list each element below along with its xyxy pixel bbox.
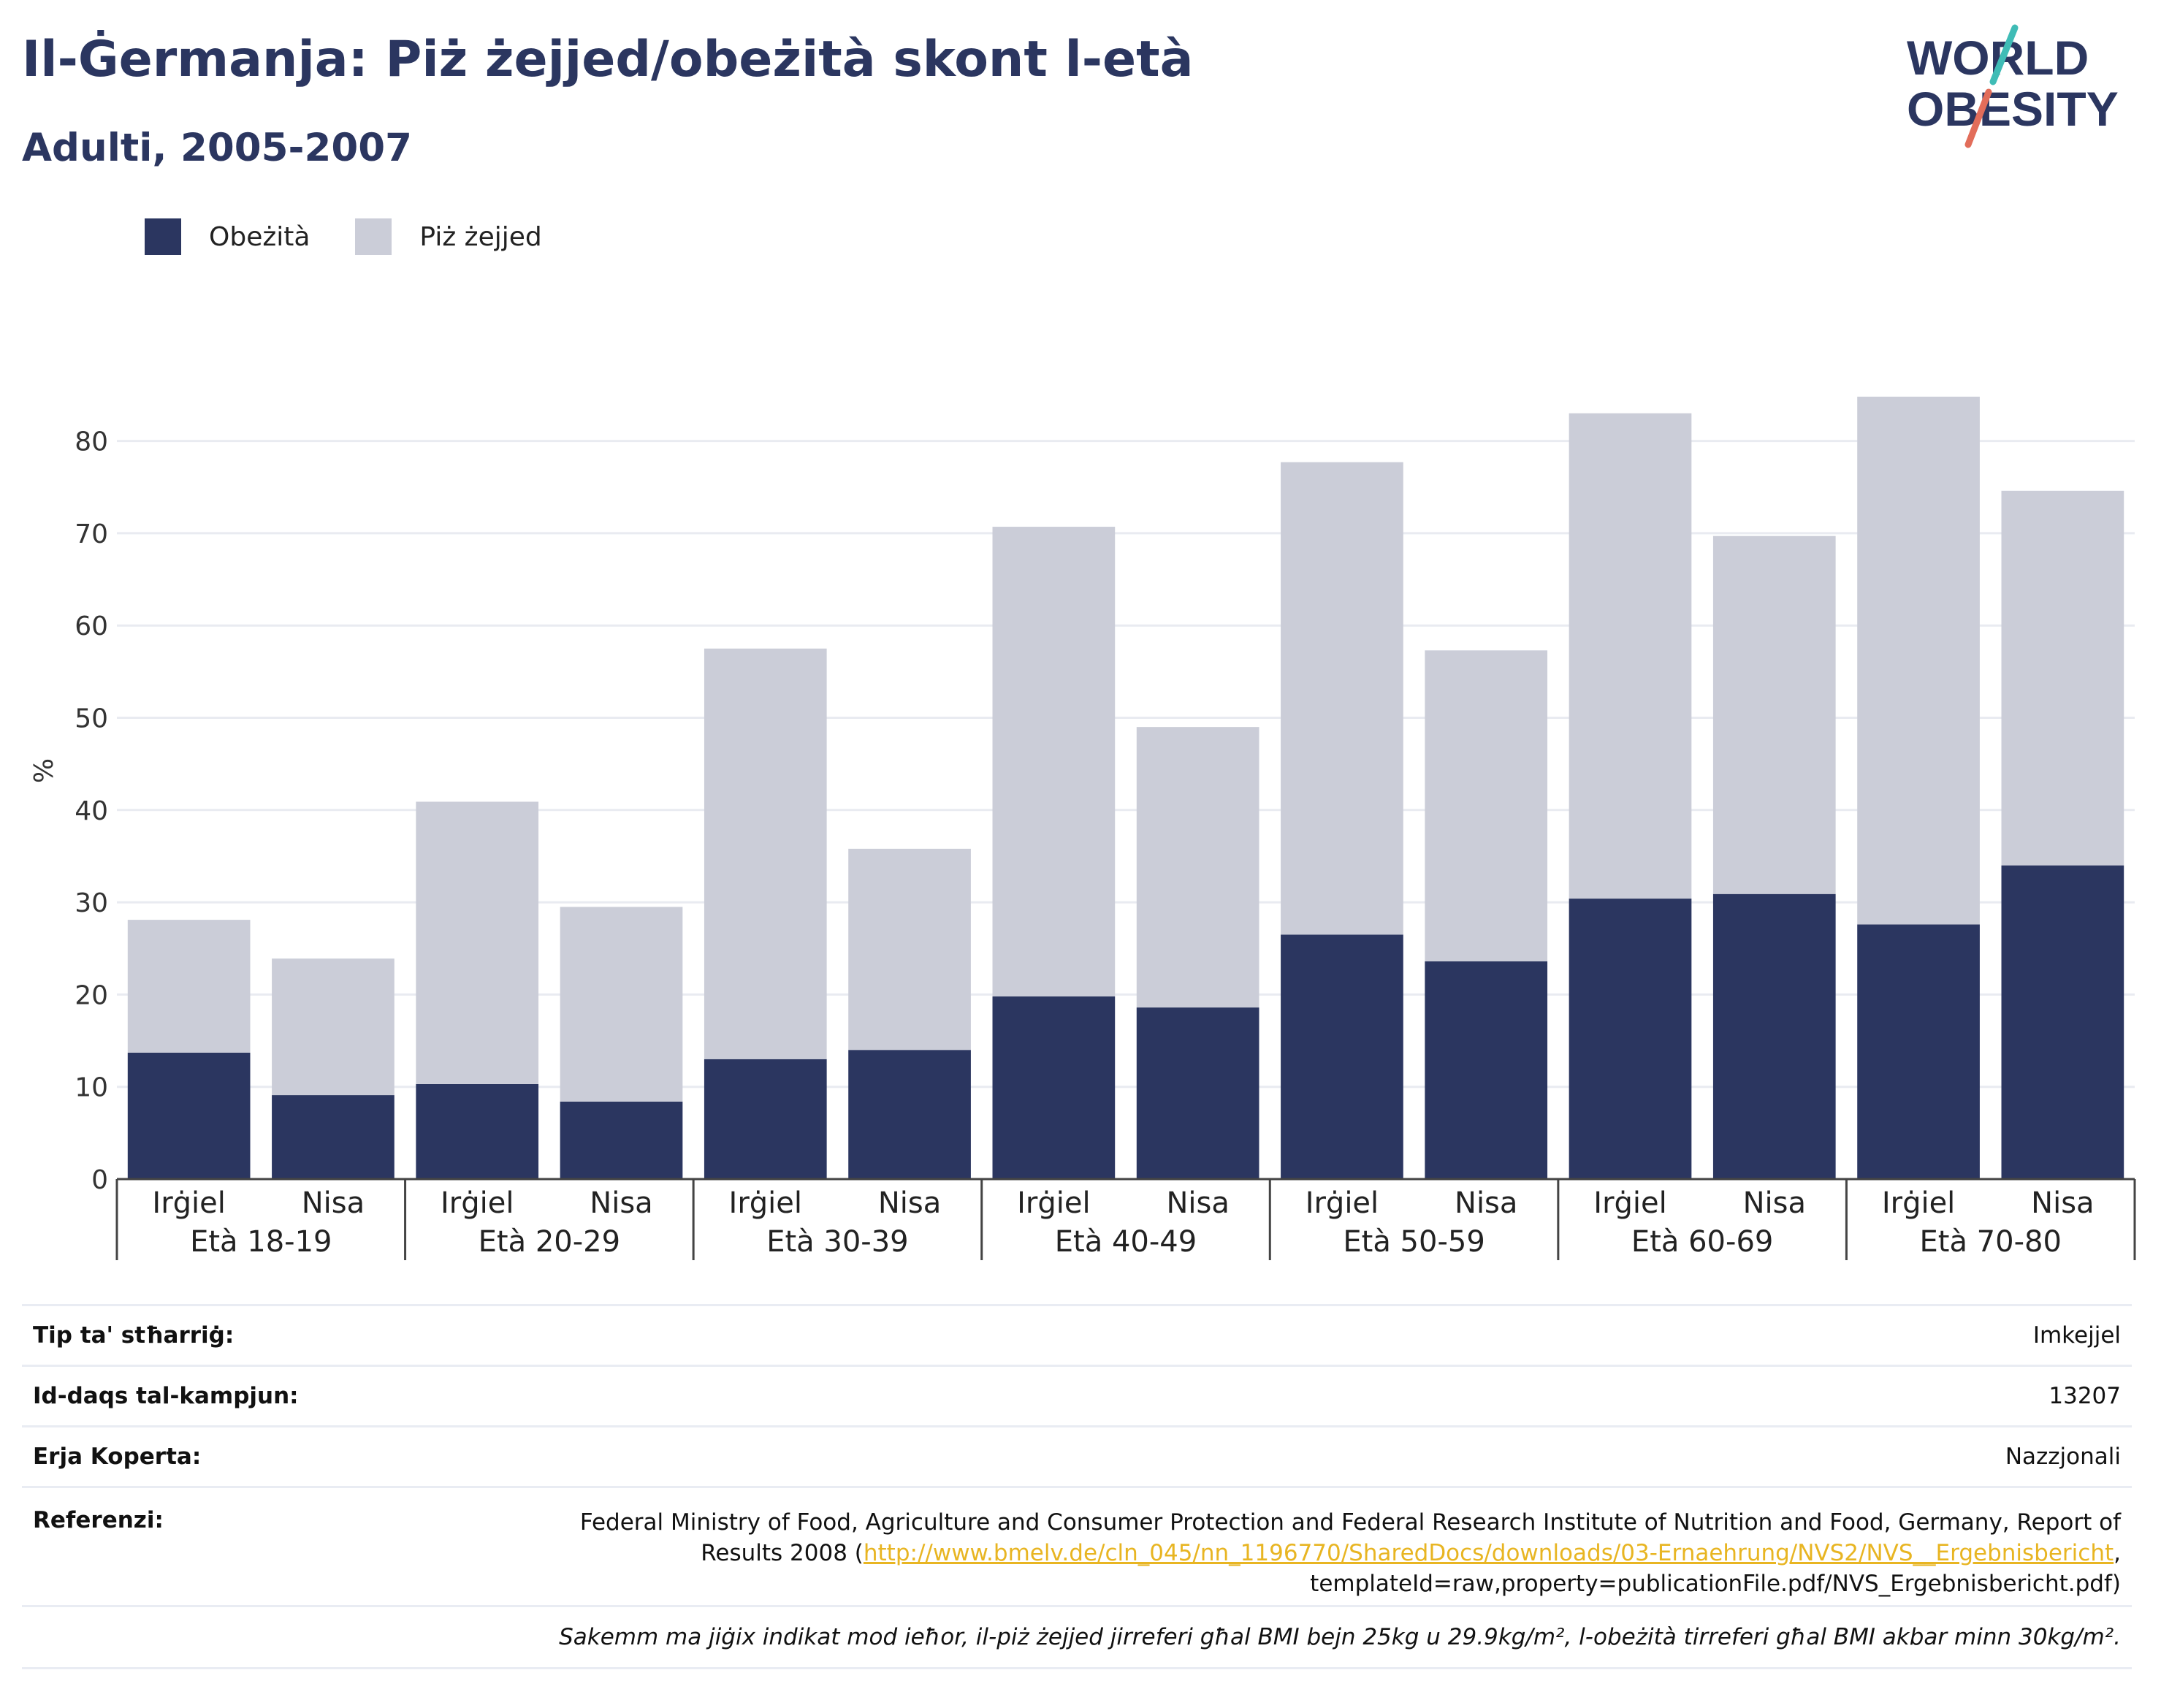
bar-obesity [127,1052,251,1179]
chart-title: Il-Ġermanja: Piż żejjed/obeżità skont l-… [22,31,1194,88]
survey-type-label: Tip ta' stħarriġ: [33,1322,235,1349]
legend-swatch-obesity [145,218,181,255]
x-group-label: Età 20-29 [479,1225,620,1259]
area-value: Nazzjonali [2005,1444,2121,1470]
y-tick-label: 30 [75,888,108,918]
bar-obesity [1281,934,1403,1179]
y-tick-label: 60 [75,611,108,641]
legend-label-overweight: Piż żejjed [419,221,542,252]
bar-obesity [1425,961,1548,1179]
y-tick-label: 0 [91,1165,108,1195]
y-tick-label: 20 [75,980,108,1010]
x-subcategory-label: Irġiel [1593,1186,1666,1220]
legend-label-obesity: Obeżità [209,221,310,252]
bar-overweight [1569,413,1692,899]
x-subcategory-label: Irġiel [1017,1186,1090,1220]
x-subcategory-label: Nisa [2031,1186,2094,1220]
x-subcategory-label: Nisa [1743,1186,1806,1220]
survey-type-value: Imkejjel [2032,1322,2121,1349]
x-group-label: Età 60-69 [1631,1225,1773,1259]
x-group-label: Età 70-80 [1920,1225,2062,1259]
meta-row-area: Erja Koperta: Nazzjonali [22,1425,2132,1486]
sample-size-label: Id-daqs tal-kampjun: [33,1383,299,1409]
bar-obesity [992,996,1116,1179]
bar-obesity [1136,1007,1259,1179]
y-tick-label: 10 [75,1073,108,1103]
legend-item-obesity[interactable]: Obeżità [145,218,310,255]
chart-legend: Obeżità Piż żejjed [145,216,587,257]
bar-overweight [1712,535,1836,894]
logo-slash-coral [1964,88,1992,148]
x-subcategory-label: Nisa [1166,1186,1229,1220]
x-group-label: Età 50-59 [1343,1225,1485,1259]
references-link[interactable]: http://www.bmelv.de/cln_045/nn_1196770/S… [863,1540,2114,1566]
definition-note: Sakemm ma jiġix indikat mod ieħor, il-pi… [559,1624,2121,1650]
x-subcategory-label: Irġiel [1882,1186,1955,1220]
world-obesity-logo: WORLD OBESITY [1907,24,2119,148]
bar-obesity [1712,893,1836,1179]
bar-overweight [272,958,395,1096]
y-tick-label: 40 [75,796,108,826]
bar-overweight [2001,490,2124,866]
bar-overweight [560,907,683,1102]
legend-swatch-overweight [355,218,392,255]
bar-overweight [992,527,1116,996]
x-subcategory-label: Irġiel [441,1186,514,1220]
logo-slash-teal [1989,24,2019,85]
x-subcategory-label: Nisa [1455,1186,1517,1220]
bar-overweight [848,848,971,1051]
references-text-1: Federal Ministry of Food, Agriculture an… [579,1509,2121,1566]
bar-overweight [1857,396,1980,925]
bar-overweight [1281,462,1403,935]
bar-obesity [2001,865,2124,1179]
meta-row-note: Sakemm ma jiġix indikat mod ieħor, il-pi… [22,1605,2132,1669]
y-tick-label: 50 [75,704,108,734]
bar-obesity [704,1059,827,1179]
y-tick-label: 70 [75,519,108,549]
y-tick-label: 80 [75,427,108,457]
bar-obesity [848,1050,971,1179]
references-label: Referenzi: [33,1507,164,1533]
x-subcategory-label: Irġiel [729,1186,802,1220]
x-group-label: Età 30-39 [766,1225,908,1259]
meta-row-survey-type: Tip ta' stħarriġ: Imkejjel [22,1304,2132,1365]
metadata-table: Tip ta' stħarriġ: Imkejjel Id-daqs tal-k… [22,1304,2132,1669]
meta-row-sample-size: Id-daqs tal-kampjun: 13207 [22,1365,2132,1425]
bar-obesity [560,1101,683,1179]
x-group-label: Età 40-49 [1055,1225,1197,1259]
meta-row-references: Referenzi: Federal Ministry of Food, Agr… [22,1486,2132,1605]
y-axis-label: % [29,758,59,783]
bar-overweight [416,801,539,1084]
bar-obesity [1569,899,1692,1179]
references-value: Federal Ministry of Food, Agriculture an… [528,1507,2132,1599]
x-subcategory-label: Nisa [302,1186,365,1220]
bar-overweight [704,648,827,1059]
bar-obesity [1857,924,1980,1179]
legend-item-overweight[interactable]: Piż żejjed [355,218,542,255]
stacked-bar-chart: 0 10 20 30 40 50 60 70 80% Irġiel Nisa Irġiel Nisa Ir… [29,396,2136,1260]
references-text-2: , templateId=raw,property=publicationFil… [1310,1540,2121,1597]
logo-line2: OBESITY [1907,82,2119,136]
bar-overweight [1425,650,1548,961]
x-group-label: Età 18-19 [190,1225,332,1259]
sample-size-value: 13207 [2048,1383,2121,1409]
x-subcategory-label: Irġiel [1306,1186,1379,1220]
bar-overweight [127,920,251,1053]
bar-obesity [272,1095,395,1179]
x-subcategory-label: Nisa [590,1186,652,1220]
bar-obesity [416,1083,539,1179]
x-subcategory-label: Nisa [878,1186,941,1220]
x-subcategory-label: Irġiel [152,1186,225,1220]
area-label: Erja Koperta: [33,1444,202,1470]
chart-subtitle: Adulti, 2005-2007 [22,126,412,170]
bar-overweight [1136,727,1259,1008]
